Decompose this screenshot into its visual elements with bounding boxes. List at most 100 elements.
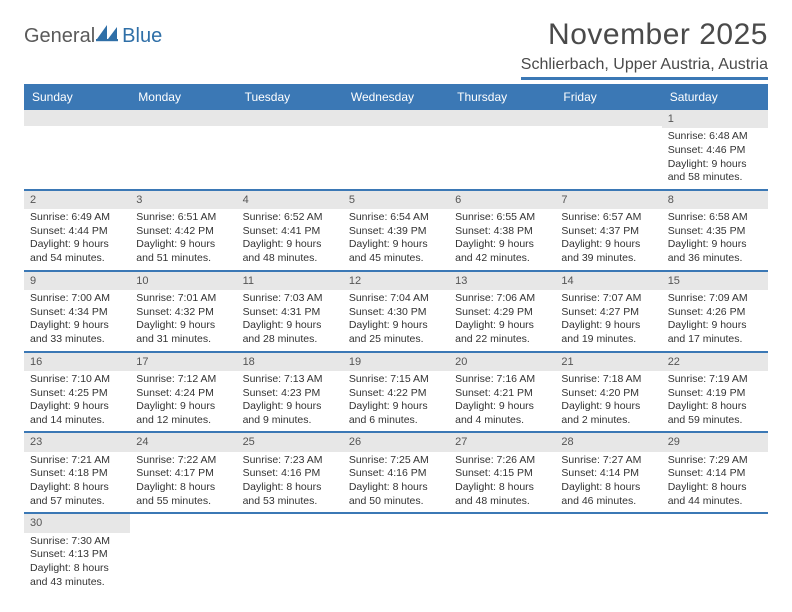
day-info: Sunrise: 7:07 AMSunset: 4:27 PMDaylight:…	[555, 290, 661, 351]
daylight2-text: and 45 minutes.	[349, 252, 443, 266]
empty-cell	[130, 110, 236, 189]
daylight1-text: Daylight: 9 hours	[668, 238, 762, 252]
sunrise-text: Sunrise: 7:23 AM	[243, 454, 337, 468]
daylight1-text: Daylight: 8 hours	[30, 562, 124, 576]
daylight2-text: and 19 minutes.	[561, 333, 655, 347]
empty-cell	[449, 514, 555, 593]
daylight2-text: and 17 minutes.	[668, 333, 762, 347]
day-header-row: Sunday Monday Tuesday Wednesday Thursday…	[24, 84, 768, 110]
sunset-text: Sunset: 4:34 PM	[30, 306, 124, 320]
sunrise-text: Sunrise: 7:13 AM	[243, 373, 337, 387]
sunset-text: Sunset: 4:31 PM	[243, 306, 337, 320]
day-number: 22	[662, 353, 768, 371]
day-number: 2	[24, 191, 130, 209]
day-cell: 2Sunrise: 6:49 AMSunset: 4:44 PMDaylight…	[24, 191, 130, 270]
day-cell: 11Sunrise: 7:03 AMSunset: 4:31 PMDayligh…	[237, 272, 343, 351]
sunset-text: Sunset: 4:17 PM	[136, 467, 230, 481]
day-info: Sunrise: 7:13 AMSunset: 4:23 PMDaylight:…	[237, 371, 343, 432]
day-number: 12	[343, 272, 449, 290]
day-number: 8	[662, 191, 768, 209]
month-title: November 2025	[521, 18, 768, 52]
day-cell: 4Sunrise: 6:52 AMSunset: 4:41 PMDaylight…	[237, 191, 343, 270]
sunset-text: Sunset: 4:37 PM	[561, 225, 655, 239]
daylight2-text: and 51 minutes.	[136, 252, 230, 266]
title-block: November 2025 Schlierbach, Upper Austria…	[521, 18, 768, 80]
week-row: 1Sunrise: 6:48 AMSunset: 4:46 PMDaylight…	[24, 110, 768, 191]
day-cell: 24Sunrise: 7:22 AMSunset: 4:17 PMDayligh…	[130, 433, 236, 512]
day-info	[237, 126, 343, 174]
daylight1-text: Daylight: 8 hours	[136, 481, 230, 495]
daylight2-text: and 14 minutes.	[30, 414, 124, 428]
sunset-text: Sunset: 4:42 PM	[136, 225, 230, 239]
sunrise-text: Sunrise: 7:30 AM	[30, 535, 124, 549]
day-info: Sunrise: 7:09 AMSunset: 4:26 PMDaylight:…	[662, 290, 768, 351]
day-cell: 1Sunrise: 6:48 AMSunset: 4:46 PMDaylight…	[662, 110, 768, 189]
day-cell: 26Sunrise: 7:25 AMSunset: 4:16 PMDayligh…	[343, 433, 449, 512]
day-info: Sunrise: 6:58 AMSunset: 4:35 PMDaylight:…	[662, 209, 768, 270]
sunset-text: Sunset: 4:16 PM	[243, 467, 337, 481]
sunset-text: Sunset: 4:26 PM	[668, 306, 762, 320]
day-info: Sunrise: 7:12 AMSunset: 4:24 PMDaylight:…	[130, 371, 236, 432]
daylight1-text: Daylight: 9 hours	[349, 319, 443, 333]
daylight2-text: and 48 minutes.	[455, 495, 549, 509]
daylight2-text: and 12 minutes.	[136, 414, 230, 428]
sunrise-text: Sunrise: 7:06 AM	[455, 292, 549, 306]
day-number: 4	[237, 191, 343, 209]
day-header-sun: Sunday	[24, 84, 130, 110]
daylight2-text: and 57 minutes.	[30, 495, 124, 509]
day-number: 7	[555, 191, 661, 209]
empty-cell	[130, 514, 236, 593]
day-info: Sunrise: 7:27 AMSunset: 4:14 PMDaylight:…	[555, 452, 661, 513]
day-number	[449, 110, 555, 126]
day-info	[343, 126, 449, 174]
day-info: Sunrise: 6:48 AMSunset: 4:46 PMDaylight:…	[662, 128, 768, 189]
day-info: Sunrise: 6:49 AMSunset: 4:44 PMDaylight:…	[24, 209, 130, 270]
day-number: 13	[449, 272, 555, 290]
location: Schlierbach, Upper Austria, Austria	[521, 56, 768, 80]
sunrise-text: Sunrise: 7:12 AM	[136, 373, 230, 387]
day-number	[130, 514, 236, 530]
sunrise-text: Sunrise: 7:18 AM	[561, 373, 655, 387]
day-number: 25	[237, 433, 343, 451]
day-cell: 22Sunrise: 7:19 AMSunset: 4:19 PMDayligh…	[662, 353, 768, 432]
week-row: 9Sunrise: 7:00 AMSunset: 4:34 PMDaylight…	[24, 272, 768, 353]
logo-text-1: General	[24, 25, 95, 48]
sunset-text: Sunset: 4:39 PM	[349, 225, 443, 239]
sunrise-text: Sunrise: 7:22 AM	[136, 454, 230, 468]
sunset-text: Sunset: 4:25 PM	[30, 387, 124, 401]
daylight1-text: Daylight: 9 hours	[30, 319, 124, 333]
daylight1-text: Daylight: 9 hours	[136, 319, 230, 333]
day-info	[449, 530, 555, 578]
sunset-text: Sunset: 4:13 PM	[30, 548, 124, 562]
daylight2-text: and 31 minutes.	[136, 333, 230, 347]
day-info: Sunrise: 7:01 AMSunset: 4:32 PMDaylight:…	[130, 290, 236, 351]
daylight1-text: Daylight: 9 hours	[243, 400, 337, 414]
day-number	[662, 514, 768, 530]
day-info: Sunrise: 7:15 AMSunset: 4:22 PMDaylight:…	[343, 371, 449, 432]
daylight2-text: and 59 minutes.	[668, 414, 762, 428]
day-number: 1	[662, 110, 768, 128]
daylight2-text: and 55 minutes.	[136, 495, 230, 509]
sunset-text: Sunset: 4:32 PM	[136, 306, 230, 320]
empty-cell	[555, 514, 661, 593]
sunset-text: Sunset: 4:24 PM	[136, 387, 230, 401]
empty-cell	[237, 110, 343, 189]
day-info	[130, 530, 236, 578]
day-cell: 27Sunrise: 7:26 AMSunset: 4:15 PMDayligh…	[449, 433, 555, 512]
day-cell: 8Sunrise: 6:58 AMSunset: 4:35 PMDaylight…	[662, 191, 768, 270]
empty-cell	[24, 110, 130, 189]
day-cell: 18Sunrise: 7:13 AMSunset: 4:23 PMDayligh…	[237, 353, 343, 432]
logo-text-2: Blue	[122, 25, 162, 48]
week-row: 2Sunrise: 6:49 AMSunset: 4:44 PMDaylight…	[24, 191, 768, 272]
day-number	[237, 514, 343, 530]
sunset-text: Sunset: 4:41 PM	[243, 225, 337, 239]
empty-cell	[343, 514, 449, 593]
day-cell: 15Sunrise: 7:09 AMSunset: 4:26 PMDayligh…	[662, 272, 768, 351]
day-info: Sunrise: 6:51 AMSunset: 4:42 PMDaylight:…	[130, 209, 236, 270]
day-number	[555, 110, 661, 126]
day-cell: 9Sunrise: 7:00 AMSunset: 4:34 PMDaylight…	[24, 272, 130, 351]
daylight1-text: Daylight: 9 hours	[243, 319, 337, 333]
day-number: 26	[343, 433, 449, 451]
sunrise-text: Sunrise: 6:49 AM	[30, 211, 124, 225]
daylight2-text: and 44 minutes.	[668, 495, 762, 509]
